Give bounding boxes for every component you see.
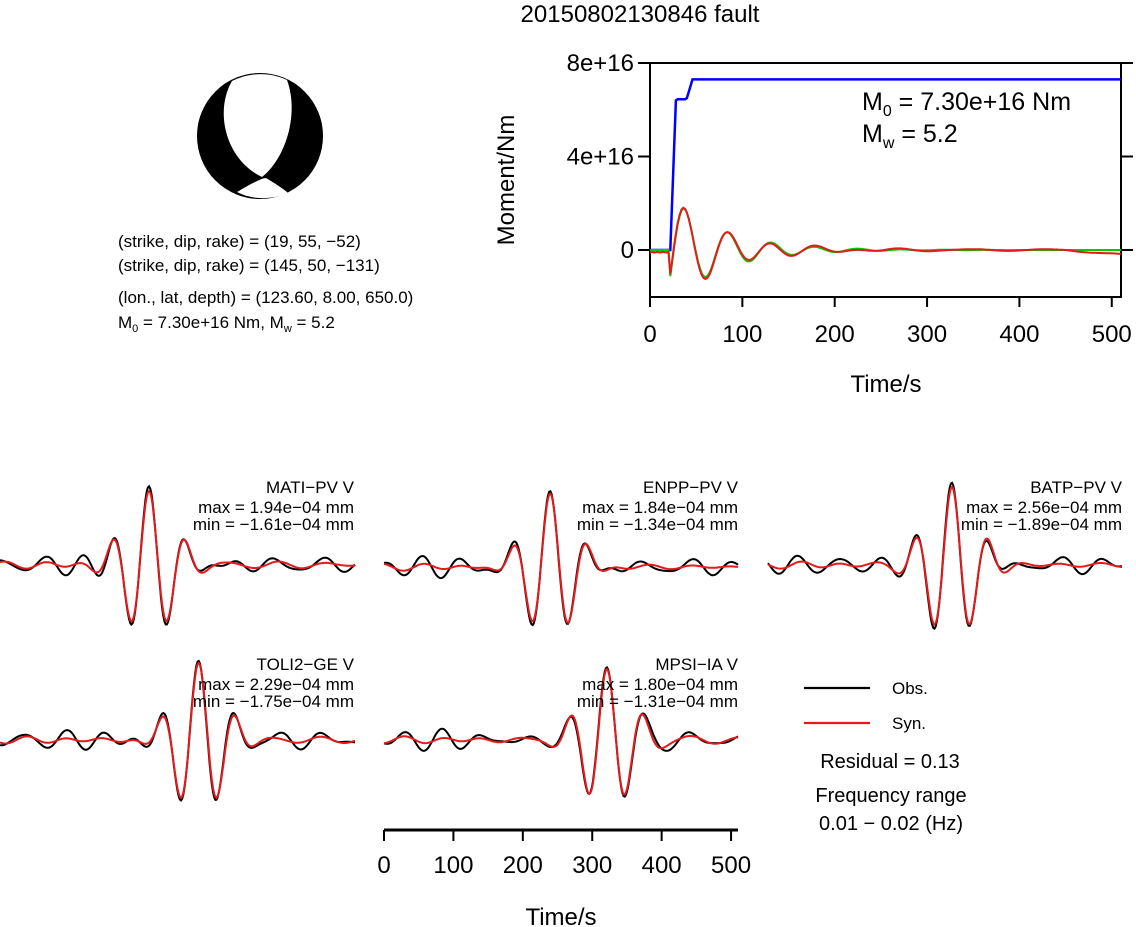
station-name: TOLI2−GE V <box>257 655 355 674</box>
mechanism-info: (strike, dip, rake) = (19, 55, −52) (str… <box>118 232 413 335</box>
station-min: min = −1.61e−04 mm <box>193 515 354 534</box>
station-name: BATP−PV V <box>1030 478 1122 497</box>
residual-text: Residual = 0.13 <box>820 751 960 773</box>
moment-y-tick-label: 0 <box>621 237 634 264</box>
waveform-x-tick-label: 500 <box>711 852 751 879</box>
synthetic-trace <box>0 661 356 800</box>
cumulative-moment-line <box>650 78 1121 252</box>
moment-x-tick-label: 300 <box>907 321 947 348</box>
station-max: max = 2.56e−04 mm <box>966 498 1122 517</box>
station-name: MATI−PV V <box>266 478 355 497</box>
moment-y-tick-label: 4e+16 <box>567 144 634 171</box>
station-max: max = 1.94e−04 mm <box>198 498 354 517</box>
legend-syn-label: Syn. <box>892 714 926 733</box>
moment-x-axis: 0 100 200 300 400 500 <box>643 297 1132 348</box>
moment-x-tick-label: 0 <box>643 321 656 348</box>
synthetic-trace <box>0 489 355 623</box>
moment-summary: M0 = 7.30e+16 Nm, Mw = 5.2 <box>118 313 335 335</box>
frequency-range-value: 0.01 − 0.02 (Hz) <box>819 813 963 835</box>
waveform-x-tick-label: 400 <box>642 852 682 879</box>
moment-y-tick-label: 8e+16 <box>567 50 634 77</box>
beachball-white-bottom <box>237 178 288 199</box>
moment-rate-line <box>649 206 1122 281</box>
m0-annotation: M0 = 7.30e+16 Nm <box>862 88 1071 120</box>
waveform-x-tick-label: 200 <box>503 852 543 879</box>
moment-x-tick-label: 200 <box>815 321 855 348</box>
station-min: min = −1.89e−04 mm <box>961 515 1122 534</box>
frequency-range-label: Frequency range <box>815 785 966 807</box>
waveform-x-tick-label: 100 <box>433 852 473 879</box>
waveform-x-tick-label: 300 <box>572 852 612 879</box>
moment-x-tick-label: 100 <box>722 321 762 348</box>
station-min: min = −1.31e−04 mm <box>577 692 738 711</box>
beachball-white-lobe <box>223 74 292 177</box>
moment-y-label: Moment/Nm <box>493 115 520 246</box>
moment-plot: 8e+16 4e+16 0 0 100 200 300 400 500 Moment/Nm T… <box>493 50 1133 398</box>
station-min: min = −1.34e−04 mm <box>577 515 738 534</box>
moment-x-tick-label: 400 <box>999 321 1039 348</box>
legend-obs-label: Obs. <box>892 679 928 698</box>
focal-mechanism-beachball <box>197 73 323 199</box>
figure-title: 20150802130846 fault <box>521 1 760 28</box>
station-max: max = 2.29e−04 mm <box>198 675 354 694</box>
moment-plot-frame <box>649 62 1122 298</box>
waveform-x-tick-label: 0 <box>377 852 390 879</box>
station-min: min = −1.75e−04 mm <box>193 692 354 711</box>
synthetic-trace <box>383 492 739 625</box>
station-name: MPSI−IA V <box>655 655 738 674</box>
mw-annotation: Mw = 5.2 <box>862 120 958 152</box>
nodal-plane-2: (strike, dip, rake) = (145, 50, −131) <box>118 256 380 275</box>
legend: Obs. Syn. Residual = 0.13 Frequency rang… <box>804 679 967 835</box>
synthetic-trace <box>383 667 739 796</box>
waveform-x-axis: 0 100 200 300 400 500 <box>377 828 751 879</box>
moment-x-tick-label: 500 <box>1092 321 1132 348</box>
location-depth: (lon., lat, depth) = (123.60, 8.00, 650.… <box>118 288 413 307</box>
waveform-x-label: Time/s <box>525 904 596 927</box>
moment-y-axis: 8e+16 4e+16 0 <box>567 50 1133 264</box>
station-name: ENPP−PV V <box>643 478 739 497</box>
station-max: max = 1.80e−04 mm <box>582 675 738 694</box>
synthetic-trace <box>767 485 1122 627</box>
nodal-plane-1: (strike, dip, rake) = (19, 55, −52) <box>118 232 361 251</box>
station-max: max = 1.84e−04 mm <box>582 498 738 517</box>
moment-x-label: Time/s <box>850 371 921 398</box>
